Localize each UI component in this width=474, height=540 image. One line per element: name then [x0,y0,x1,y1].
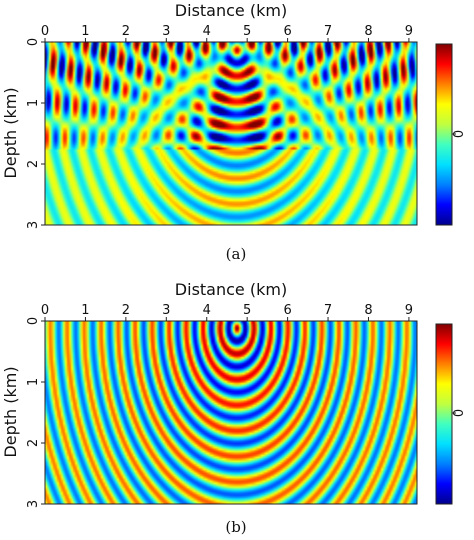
wavefield-image [45,42,417,225]
x-tick-label: 9 [405,303,413,318]
x-tick-label: 1 [81,303,89,318]
x-tick-label: 6 [283,303,291,318]
colorbar [435,43,453,226]
x-tick-label: 2 [122,303,130,318]
x-tick-label: 1 [81,24,89,39]
y-tick-label: 3 [26,221,41,229]
x-tick-label: 4 [203,303,211,318]
x-tick-label: 5 [243,303,251,318]
x-tick-label: 8 [364,303,372,318]
x-ticks: 0 1 2 3 4 5 6 7 8 9 [41,24,413,42]
x-axis-title: Distance (km) [175,280,287,299]
y-tick-label: 1 [26,99,41,107]
x-tick-label: 0 [41,303,49,318]
panel-b: Distance (km) Depth (km) 0 1 2 3 4 5 6 7 8 9 0 1 2 3… [1,280,467,536]
plot-frame [44,320,418,505]
x-tick-label: 0 [41,24,49,39]
x-tick-label: 7 [324,303,332,318]
y-tick-label: 0 [26,38,41,46]
y-tick-label: 2 [26,160,41,168]
panel-a: Distance (km) Depth (km) 0 1 2 3 4 5 6 7 8 9 0 1 2 3… [1,1,467,263]
y-tick-label: 1 [26,378,41,386]
x-tick-label: 5 [243,24,251,39]
colorbar-zero-label: 0 [452,409,467,417]
colorbar [435,323,453,505]
colorbar-zero-label: 0 [452,130,467,138]
y-tick-label: 0 [26,317,41,325]
y-ticks: 0 1 2 3 [26,38,45,229]
x-tick-label: 2 [122,24,130,39]
panel-caption: (b) [225,518,246,536]
x-tick-label: 4 [203,24,211,39]
y-axis-title: Depth (km) [1,87,20,178]
plot-frame [44,41,418,226]
x-ticks: 0 1 2 3 4 5 6 7 8 9 [41,303,413,321]
x-tick-label: 7 [324,24,332,39]
y-ticks: 0 1 2 3 [26,317,45,508]
x-tick-label: 3 [162,303,170,318]
x-axis-title: Distance (km) [175,1,287,20]
x-tick-label: 8 [364,24,372,39]
y-tick-label: 2 [26,439,41,447]
x-tick-label: 9 [405,24,413,39]
y-tick-label: 3 [26,500,41,508]
panel-caption: (a) [226,245,247,263]
y-axis-title: Depth (km) [1,366,20,457]
wavefield-image [45,321,417,504]
x-tick-label: 6 [283,24,291,39]
wavefield-raster [45,42,417,225]
wavefield-raster [45,321,417,504]
x-tick-label: 3 [162,24,170,39]
